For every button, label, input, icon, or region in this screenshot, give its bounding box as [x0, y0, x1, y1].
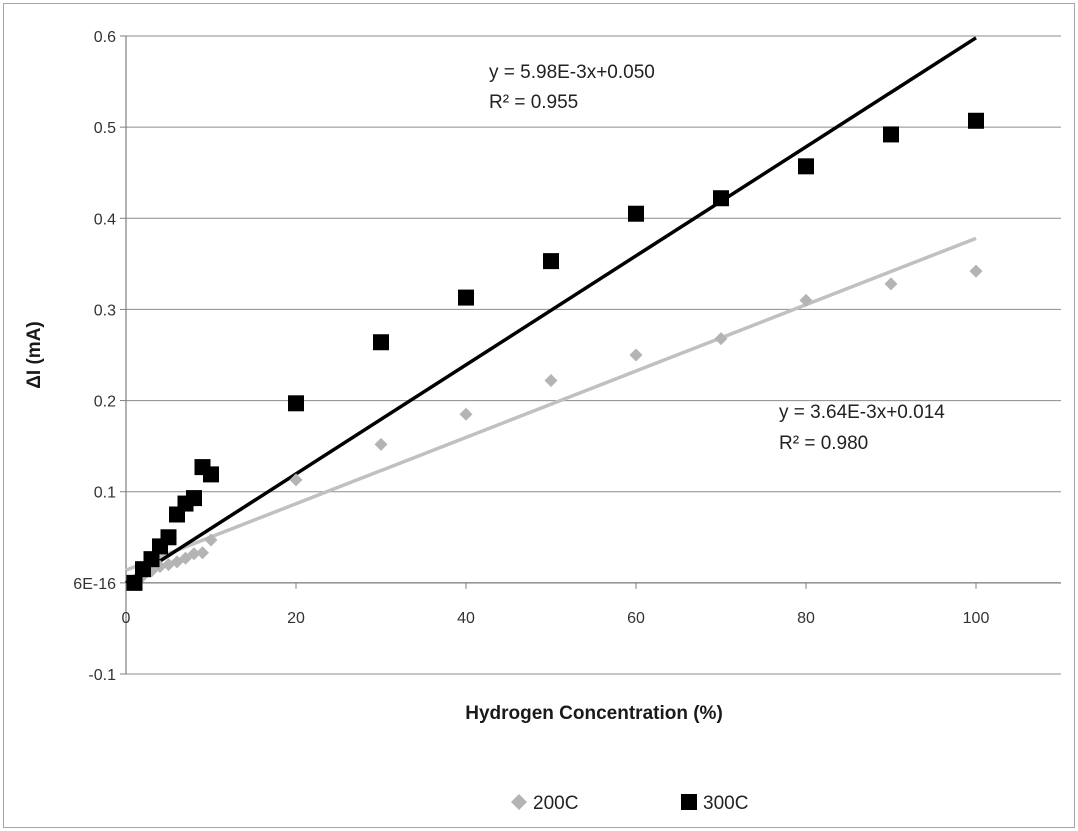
point-200c — [629, 348, 643, 362]
point-200c — [969, 264, 983, 278]
point-300c — [543, 253, 559, 270]
point-200c — [196, 546, 209, 560]
axes — [120, 35, 1061, 675]
grid-lines — [126, 35, 1061, 675]
trendline-300c — [125, 36, 977, 585]
point-300c — [373, 334, 389, 351]
point-200c — [187, 547, 201, 561]
series-300c-r2: R² = 0.955 — [489, 92, 578, 113]
point-200c — [204, 533, 218, 547]
data-points — [126, 112, 984, 591]
series-200c-equation: y = 3.64E-3x+0.014 — [779, 402, 945, 423]
point-200c — [799, 293, 813, 307]
point-200c — [459, 407, 473, 421]
y-tick-label: 0.1 — [94, 485, 116, 502]
y-tick-label: 0.3 — [94, 302, 116, 319]
y-tick-label: 0.2 — [94, 394, 116, 411]
point-300c — [126, 574, 143, 591]
point-200c — [544, 374, 558, 388]
x-tick-label: 80 — [797, 610, 815, 627]
point-300c — [143, 551, 160, 568]
point-200c — [714, 332, 728, 346]
trendline-200c — [125, 236, 977, 572]
legend-label-200c: 200C — [533, 793, 578, 814]
legend: 200C 300C — [511, 793, 748, 814]
x-tick-label: 60 — [627, 610, 645, 627]
point-300c — [186, 490, 202, 507]
legend-marker-200c — [511, 794, 527, 810]
x-tick-label: 0 — [122, 610, 131, 627]
point-300c — [883, 126, 899, 143]
legend-marker-300c — [681, 794, 697, 810]
point-200c — [289, 473, 303, 487]
point-200c — [179, 551, 192, 565]
point-300c — [288, 395, 304, 412]
y-tick-label: 0.4 — [94, 211, 116, 228]
x-tick-label: 100 — [963, 610, 990, 627]
y-tick-label: 0.6 — [94, 29, 116, 46]
point-300c — [798, 158, 814, 175]
point-200c — [374, 437, 388, 451]
series-200c-r2: R² = 0.980 — [779, 433, 868, 454]
trendlines — [125, 36, 977, 585]
point-300c — [968, 112, 984, 129]
point-300c — [458, 289, 474, 306]
tick-labels: -0.1 6E-16 0.1 0.2 0.3 0.4 0.5 0.6 0 20 40 60 80 100 — [73, 29, 989, 684]
y-tick-label: -0.1 — [88, 667, 116, 684]
point-300c — [713, 190, 729, 207]
y-axis-title: ΔI (mA) — [24, 321, 45, 388]
point-200c — [884, 277, 898, 291]
x-tick-label: 40 — [457, 610, 475, 627]
legend-item-300c: 300C — [681, 793, 748, 814]
point-300c — [160, 529, 177, 546]
y-tick-label: 0.5 — [94, 120, 116, 137]
y-tick-label: 6E-16 — [73, 576, 116, 593]
x-axis-title: Hydrogen Concentration (%) — [465, 703, 723, 724]
point-300c — [628, 205, 644, 222]
point-300c — [203, 466, 219, 483]
x-tick-label: 20 — [287, 610, 305, 627]
legend-label-300c: 300C — [703, 793, 748, 814]
series-300c-equation: y = 5.98E-3x+0.050 — [489, 62, 655, 83]
legend-item-200c: 200C — [511, 793, 578, 814]
